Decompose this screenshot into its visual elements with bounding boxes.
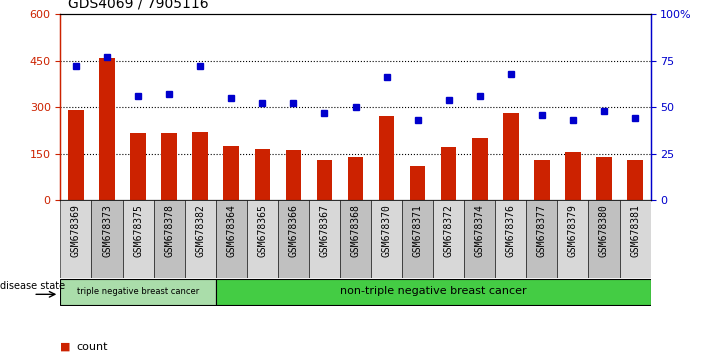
Bar [589,200,619,278]
Text: GSM678382: GSM678382 [196,204,205,257]
Bar [60,279,215,305]
Bar [402,200,433,278]
Bar [309,200,340,278]
Bar [534,160,550,200]
Text: GSM678367: GSM678367 [319,204,329,257]
Text: GSM678380: GSM678380 [599,204,609,257]
Bar [619,200,651,278]
Bar [496,200,526,278]
Bar [130,133,146,200]
Text: count: count [76,342,107,352]
Bar [340,200,371,278]
Text: GSM678371: GSM678371 [412,204,422,257]
Bar [92,200,122,278]
Bar [215,279,651,305]
Bar [154,200,185,278]
Bar [223,146,239,200]
Text: GSM678370: GSM678370 [382,204,392,257]
Bar [100,57,114,200]
Bar [627,160,643,200]
Bar [255,149,270,200]
Text: GSM678368: GSM678368 [351,204,360,257]
Bar [316,160,332,200]
Bar [433,200,464,278]
Text: GSM678374: GSM678374 [475,204,485,257]
Text: GSM678376: GSM678376 [506,204,515,257]
Text: GDS4069 / 7905116: GDS4069 / 7905116 [68,0,208,11]
Bar [60,200,92,278]
Text: ■: ■ [60,342,71,352]
Text: GSM678378: GSM678378 [164,204,174,257]
Text: GSM678379: GSM678379 [568,204,578,257]
Bar [472,138,488,200]
Text: GSM678366: GSM678366 [289,204,299,257]
Text: GSM678372: GSM678372 [444,204,454,257]
Text: triple negative breast cancer: triple negative breast cancer [77,287,199,296]
Text: GSM678369: GSM678369 [71,204,81,257]
Bar [247,200,278,278]
Text: GSM678381: GSM678381 [630,204,640,257]
Bar [565,152,581,200]
Bar [371,200,402,278]
Text: GSM678365: GSM678365 [257,204,267,257]
Text: GSM678364: GSM678364 [226,204,236,257]
Bar [348,156,363,200]
Text: non-triple negative breast cancer: non-triple negative breast cancer [340,286,526,297]
Text: disease state: disease state [0,281,65,291]
Bar [185,200,215,278]
Bar [597,156,611,200]
Bar [161,133,177,200]
Bar [379,116,395,200]
Bar [526,200,557,278]
Bar [464,200,496,278]
Text: GSM678373: GSM678373 [102,204,112,257]
Bar [193,132,208,200]
Bar [557,200,589,278]
Bar [278,200,309,278]
Bar [215,200,247,278]
Bar [441,147,456,200]
Bar [68,110,84,200]
Text: GSM678377: GSM678377 [537,204,547,257]
Bar [410,166,425,200]
Bar [286,150,301,200]
Bar [503,113,518,200]
Bar [122,200,154,278]
Text: GSM678375: GSM678375 [133,204,143,257]
